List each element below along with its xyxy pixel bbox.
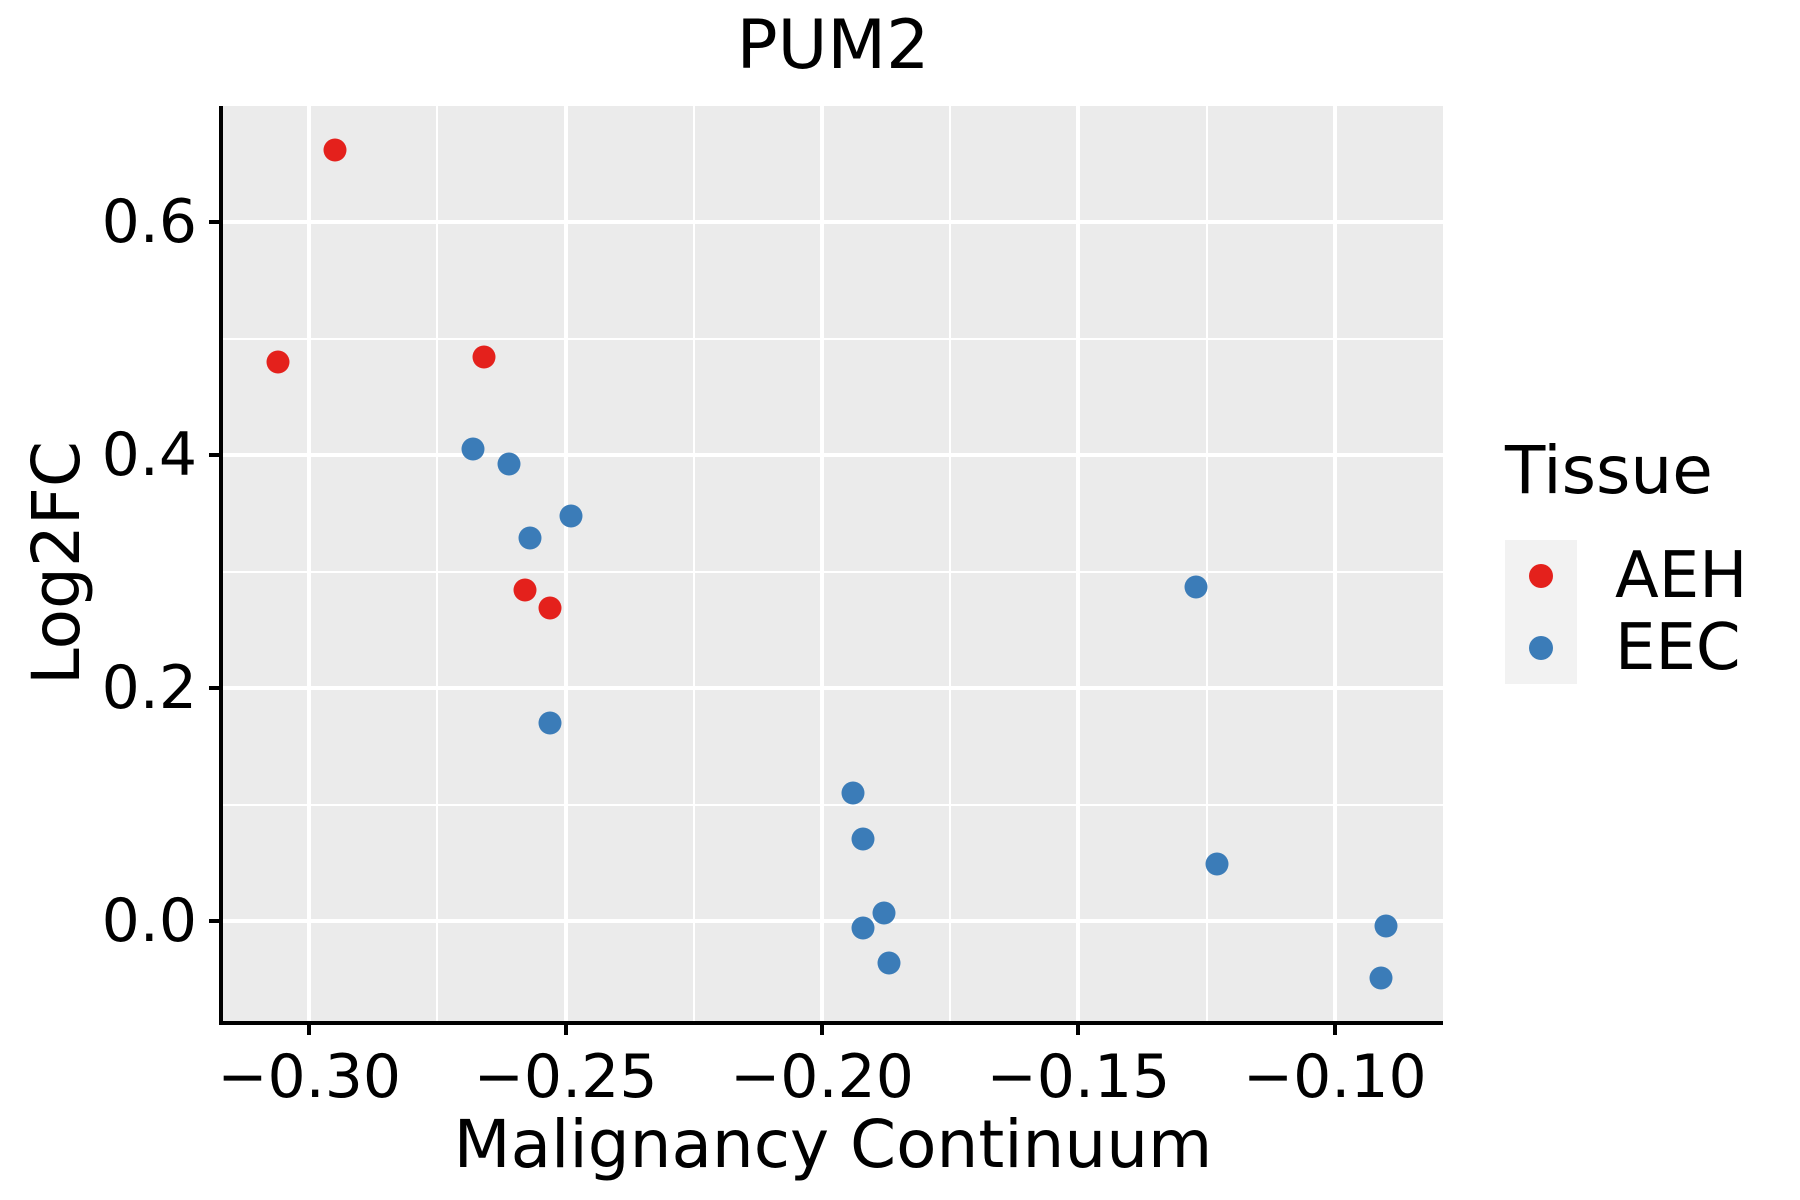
y-tick [209,686,219,691]
eec-dot-icon [1529,636,1553,660]
y-tick-label: 0.6 [101,187,197,258]
x-tick-label: −0.25 [473,1042,658,1112]
plot-panel [223,106,1443,1021]
legend-item-eec: EEC [1505,612,1747,684]
legend-key [1505,540,1577,612]
data-point-aeh [266,350,290,374]
legend-label: AEH [1615,539,1748,613]
data-point-eec [497,452,521,476]
x-tick-label: −0.15 [986,1042,1171,1112]
x-tick [307,1025,312,1035]
data-point-eec [1184,575,1208,599]
y-axis-line [219,106,223,1025]
x-tick [1076,1025,1081,1035]
major-gridline-x [819,106,824,1021]
y-tick-label: 0.2 [101,653,197,724]
x-tick-label: −0.30 [217,1042,402,1112]
data-point-aeh [538,596,562,620]
legend-label: EEC [1615,611,1741,685]
data-point-aeh [513,578,537,602]
data-point-eec [851,916,875,940]
minor-gridline-x [692,106,695,1021]
data-point-eec [841,781,865,805]
x-tick [1332,1025,1337,1035]
y-tick [209,453,219,458]
y-tick-label: 0.4 [101,420,197,491]
major-gridline-x [1332,106,1337,1021]
aeh-dot-icon [1529,564,1553,588]
data-point-eec [1369,966,1393,990]
major-gridline-y [223,686,1443,691]
data-point-eec [559,504,583,528]
legend: Tissue AEH EEC [1505,438,1747,684]
data-point-eec [538,711,562,735]
data-point-eec [851,827,875,851]
x-tick-label: −0.20 [730,1042,914,1112]
y-axis-title: Log2FC [18,441,95,685]
plot-title: PUM2 [736,6,930,85]
major-gridline-y [223,919,1443,924]
legend-key [1505,612,1577,684]
data-point-aeh [472,345,495,369]
minor-gridline-x [436,106,439,1021]
x-tick-label: −0.10 [1242,1042,1427,1112]
data-point-eec [872,901,895,925]
y-tick [209,919,219,924]
data-point-eec [877,951,901,975]
x-tick [563,1025,568,1035]
major-gridline-x [307,106,312,1021]
minor-gridline-x [949,106,952,1021]
x-tick [819,1025,824,1035]
data-point-aeh [323,138,347,162]
x-axis-title: Malignancy Continuum [453,1106,1213,1183]
major-gridline-y [223,220,1443,225]
data-point-eec [461,437,485,461]
legend-item-aeh: AEH [1505,540,1747,612]
x-axis-line [219,1021,1443,1025]
data-point-eec [1205,852,1229,876]
major-gridline-x [563,106,568,1021]
major-gridline-x [1076,106,1081,1021]
y-tick [209,220,219,225]
minor-gridline-x [1205,106,1208,1021]
minor-gridline-y [223,803,1443,806]
minor-gridline-y [223,570,1443,573]
minor-gridline-y [223,337,1443,340]
legend-title: Tissue [1505,432,1713,509]
data-point-eec [518,526,542,550]
major-gridline-y [223,453,1443,458]
y-tick-label: 0.0 [101,886,197,957]
data-point-eec [1374,914,1398,938]
